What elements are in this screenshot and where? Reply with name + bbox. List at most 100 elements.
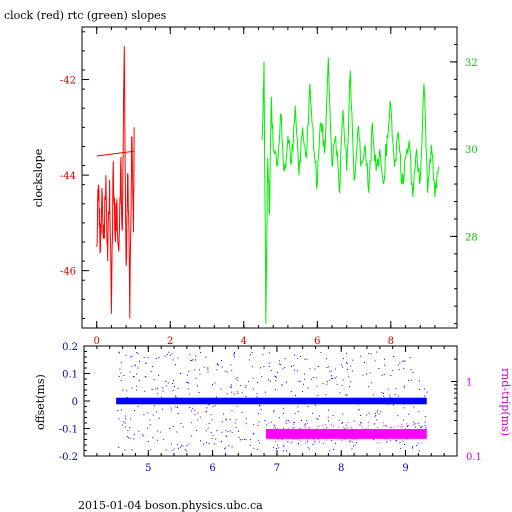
- offset-point: [304, 378, 305, 380]
- offset-point: [230, 384, 232, 386]
- offset-point: [169, 428, 171, 429]
- offset-point: [397, 415, 399, 417]
- offset-point: [297, 406, 299, 408]
- rnd-trip-point: [290, 433, 292, 435]
- offset-point: [239, 385, 241, 387]
- rnd-trip-point: [293, 423, 295, 425]
- offset-point: [174, 364, 176, 366]
- offset-point: [126, 396, 128, 398]
- offset-point: [175, 406, 177, 408]
- offset-point: [241, 392, 243, 394]
- top-left-tick-label: -44: [60, 171, 76, 182]
- offset-point: [350, 403, 352, 405]
- offset-point: [206, 442, 208, 444]
- offset-point: [186, 381, 188, 383]
- offset-point: [204, 399, 206, 401]
- offset-point: [362, 374, 364, 376]
- offset-point: [282, 368, 284, 370]
- offset-point: [300, 355, 301, 357]
- rnd-trip-point: [388, 433, 390, 435]
- offset-point: [251, 352, 253, 353]
- offset-point: [173, 448, 175, 450]
- offset-point: [228, 402, 230, 404]
- offset-point: [133, 376, 135, 378]
- offset-point: [214, 443, 216, 445]
- offset-point: [403, 385, 405, 387]
- offset-point: [342, 379, 344, 381]
- rnd-trip-point: [371, 433, 373, 435]
- offset-point: [419, 380, 420, 382]
- rnd-trip-point: [290, 442, 292, 444]
- offset-point: [149, 419, 151, 421]
- offset-point: [121, 409, 122, 411]
- offset-point: [306, 358, 308, 360]
- offset-point: [178, 447, 180, 449]
- rnd-trip-point: [379, 442, 381, 444]
- offset-point: [226, 371, 228, 373]
- offset-point: [126, 390, 128, 392]
- offset-point: [257, 448, 258, 450]
- offset-point: [377, 410, 379, 412]
- rnd-trip-point: [384, 438, 386, 440]
- offset-point: [161, 396, 163, 398]
- offset-point: [290, 391, 292, 393]
- rnd-trip-point: [401, 425, 403, 427]
- offset-point: [403, 407, 405, 409]
- offset-point: [284, 367, 286, 369]
- offset-point: [198, 369, 200, 371]
- top-chart-title: clock (red) rtc (green) slopes: [4, 9, 167, 22]
- rnd-trip-point: [388, 433, 390, 435]
- offset-point: [242, 400, 243, 402]
- offset-point: [298, 381, 300, 383]
- offset-point: [288, 398, 289, 400]
- offset-point: [150, 400, 152, 402]
- offset-point: [162, 390, 164, 392]
- offset-point: [244, 438, 245, 440]
- offset-point: [173, 380, 174, 382]
- rnd-trip-point: [411, 434, 413, 436]
- bottom-left-tick-label: 0.1: [62, 370, 78, 381]
- offset-point: [136, 352, 138, 353]
- offset-point: [236, 377, 238, 379]
- offset-point: [276, 376, 277, 378]
- offset-point: [225, 419, 227, 421]
- offset-point: [171, 450, 173, 452]
- offset-point: [157, 430, 159, 432]
- offset-point: [373, 394, 375, 396]
- offset-point: [342, 413, 344, 415]
- offset-point: [212, 406, 214, 408]
- offset-point: [395, 440, 397, 442]
- offset-point: [162, 387, 164, 389]
- offset-point: [129, 437, 131, 439]
- top-x-tick-label: 8: [388, 336, 394, 347]
- offset-point: [227, 431, 229, 433]
- bottom-x-tick-label: 9: [402, 463, 408, 474]
- offset-point: [158, 374, 160, 376]
- offset-point: [257, 382, 259, 383]
- offset-point: [199, 373, 201, 375]
- offset-point: [186, 450, 187, 452]
- offset-point: [172, 383, 174, 384]
- offset-point: [194, 369, 196, 371]
- offset-point: [174, 386, 175, 387]
- offset-point: [332, 414, 334, 416]
- offset-point: [238, 430, 239, 432]
- offset-point: [231, 446, 233, 448]
- offset-point: [176, 431, 178, 433]
- offset-point: [291, 399, 293, 401]
- offset-point: [336, 383, 338, 385]
- top-x-tick-label: 6: [314, 336, 320, 347]
- rnd-trip-point: [306, 440, 308, 442]
- offset-point: [189, 354, 191, 356]
- rnd-trip-point: [426, 434, 428, 436]
- offset-point: [147, 427, 149, 429]
- offset-point: [283, 446, 285, 448]
- offset-point: [177, 387, 179, 389]
- rnd-trip-point: [293, 427, 295, 429]
- offset-point: [186, 445, 188, 447]
- rnd-trip-point: [319, 434, 320, 436]
- offset-point: [203, 366, 205, 368]
- rnd-trip-point: [378, 431, 380, 433]
- rnd-trip-point: [406, 423, 408, 425]
- offset-point: [297, 443, 299, 445]
